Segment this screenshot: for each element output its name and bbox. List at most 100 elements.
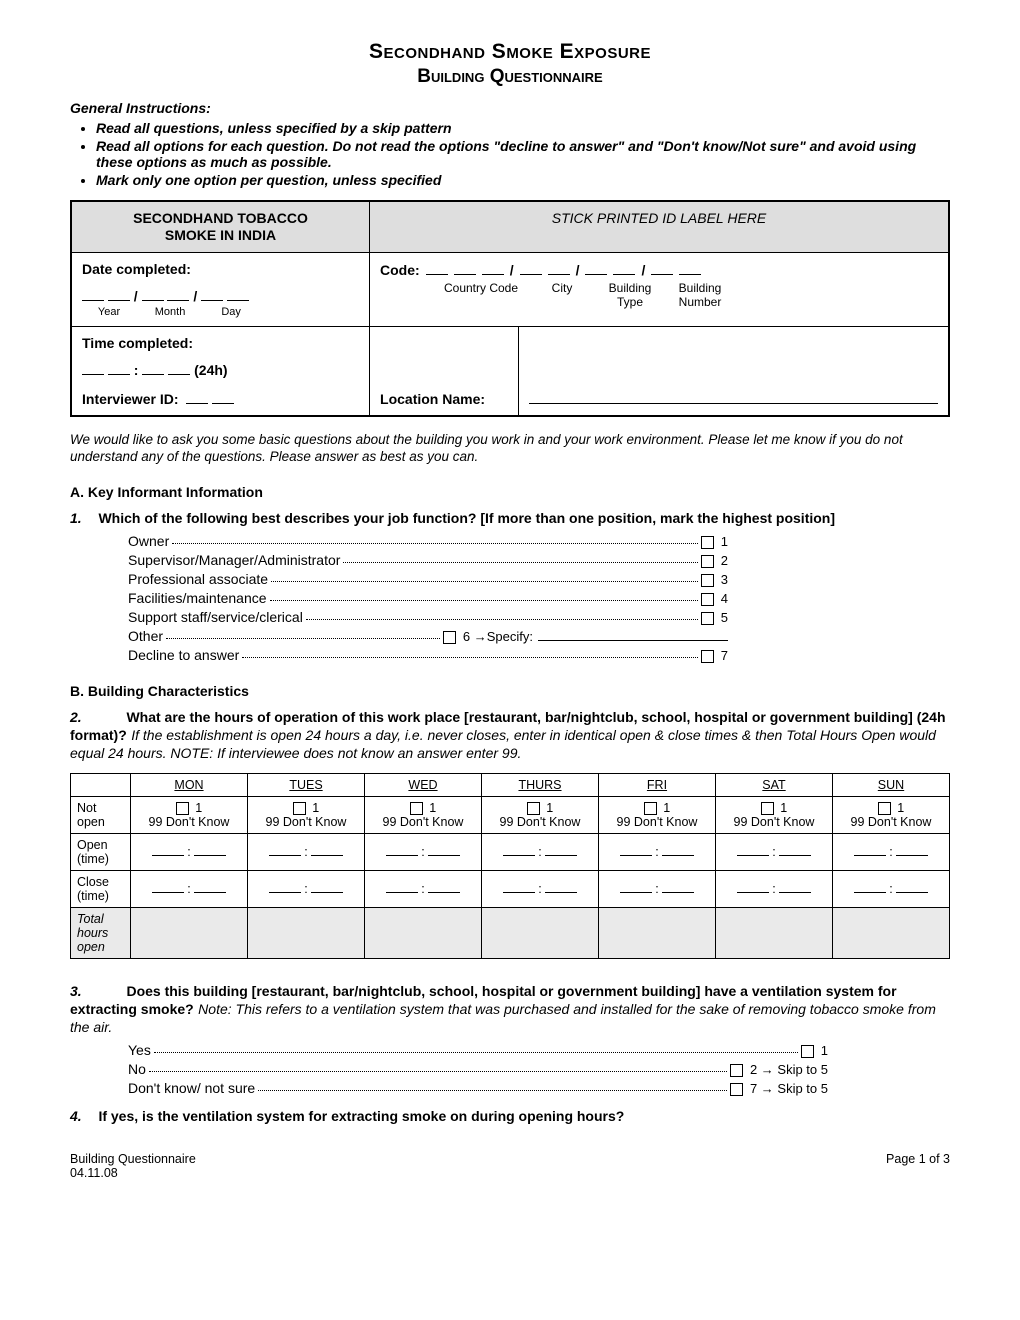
code-blank[interactable] bbox=[454, 261, 476, 275]
time-blank[interactable] bbox=[636, 882, 652, 893]
open-time-cell[interactable]: : bbox=[716, 833, 833, 870]
open-time-cell[interactable]: : bbox=[365, 833, 482, 870]
time-blank[interactable] bbox=[854, 845, 870, 856]
time-blank[interactable] bbox=[444, 845, 460, 856]
time-blank[interactable] bbox=[795, 882, 811, 893]
time-blank[interactable] bbox=[327, 845, 343, 856]
time-blank[interactable] bbox=[152, 845, 168, 856]
total-cell[interactable] bbox=[833, 907, 950, 958]
time-blank[interactable] bbox=[519, 882, 535, 893]
time-blank[interactable] bbox=[285, 845, 301, 856]
time-blank[interactable] bbox=[896, 882, 912, 893]
time-blank[interactable] bbox=[561, 882, 577, 893]
time-blank[interactable] bbox=[620, 882, 636, 893]
day-blank[interactable] bbox=[201, 287, 223, 301]
open-time-cell[interactable]: : bbox=[482, 833, 599, 870]
checkbox[interactable] bbox=[701, 612, 714, 625]
time-blank[interactable] bbox=[194, 882, 210, 893]
open-time-cell[interactable]: : bbox=[248, 833, 365, 870]
location-name-blank[interactable] bbox=[529, 390, 938, 404]
time-blank[interactable] bbox=[444, 882, 460, 893]
time-blank[interactable] bbox=[210, 882, 226, 893]
total-cell[interactable] bbox=[599, 907, 716, 958]
interviewer-blank[interactable] bbox=[186, 390, 208, 404]
time-blank[interactable] bbox=[503, 882, 519, 893]
time-blank[interactable] bbox=[108, 361, 130, 375]
time-blank[interactable] bbox=[870, 882, 886, 893]
code-blank[interactable] bbox=[482, 261, 504, 275]
time-blank[interactable] bbox=[168, 882, 184, 893]
time-blank[interactable] bbox=[386, 845, 402, 856]
code-blank[interactable] bbox=[679, 261, 701, 275]
code-blank[interactable] bbox=[548, 261, 570, 275]
close-time-cell[interactable]: : bbox=[131, 870, 248, 907]
month-blank[interactable] bbox=[167, 287, 189, 301]
interviewer-blank[interactable] bbox=[212, 390, 234, 404]
time-blank[interactable] bbox=[269, 845, 285, 856]
time-blank[interactable] bbox=[545, 845, 561, 856]
code-blank[interactable] bbox=[651, 261, 673, 275]
year-blank[interactable] bbox=[108, 287, 130, 301]
checkbox[interactable] bbox=[701, 593, 714, 606]
close-time-cell[interactable]: : bbox=[248, 870, 365, 907]
checkbox[interactable] bbox=[730, 1083, 743, 1096]
time-blank[interactable] bbox=[386, 882, 402, 893]
open-time-cell[interactable]: : bbox=[833, 833, 950, 870]
time-blank[interactable] bbox=[503, 845, 519, 856]
checkbox[interactable] bbox=[701, 555, 714, 568]
time-blank[interactable] bbox=[428, 882, 444, 893]
time-blank[interactable] bbox=[870, 845, 886, 856]
month-blank[interactable] bbox=[142, 287, 164, 301]
close-time-cell[interactable]: : bbox=[482, 870, 599, 907]
checkbox[interactable] bbox=[761, 802, 774, 815]
close-time-cell[interactable]: : bbox=[599, 870, 716, 907]
code-blank[interactable] bbox=[613, 261, 635, 275]
code-blank[interactable] bbox=[426, 261, 448, 275]
time-blank[interactable] bbox=[152, 882, 168, 893]
checkbox[interactable] bbox=[644, 802, 657, 815]
total-cell[interactable] bbox=[365, 907, 482, 958]
time-blank[interactable] bbox=[753, 845, 769, 856]
time-blank[interactable] bbox=[402, 882, 418, 893]
time-blank[interactable] bbox=[912, 882, 928, 893]
year-blank[interactable] bbox=[82, 287, 104, 301]
specify-blank[interactable] bbox=[538, 640, 728, 641]
total-cell[interactable] bbox=[248, 907, 365, 958]
time-blank[interactable] bbox=[82, 361, 104, 375]
time-blank[interactable] bbox=[662, 882, 678, 893]
close-time-cell[interactable]: : bbox=[365, 870, 482, 907]
code-blank[interactable] bbox=[520, 261, 542, 275]
time-blank[interactable] bbox=[210, 845, 226, 856]
open-time-cell[interactable]: : bbox=[131, 833, 248, 870]
checkbox[interactable] bbox=[878, 802, 891, 815]
time-blank[interactable] bbox=[678, 882, 694, 893]
time-blank[interactable] bbox=[561, 845, 577, 856]
time-blank[interactable] bbox=[737, 882, 753, 893]
time-blank[interactable] bbox=[168, 845, 184, 856]
time-blank[interactable] bbox=[912, 845, 928, 856]
time-blank[interactable] bbox=[545, 882, 561, 893]
time-blank[interactable] bbox=[779, 845, 795, 856]
checkbox[interactable] bbox=[176, 802, 189, 815]
total-cell[interactable] bbox=[482, 907, 599, 958]
time-blank[interactable] bbox=[636, 845, 652, 856]
checkbox[interactable] bbox=[701, 536, 714, 549]
time-blank[interactable] bbox=[327, 882, 343, 893]
checkbox[interactable] bbox=[701, 650, 714, 663]
time-blank[interactable] bbox=[753, 882, 769, 893]
time-blank[interactable] bbox=[428, 845, 444, 856]
day-blank[interactable] bbox=[227, 287, 249, 301]
total-cell[interactable] bbox=[131, 907, 248, 958]
checkbox[interactable] bbox=[293, 802, 306, 815]
checkbox[interactable] bbox=[443, 631, 456, 644]
time-blank[interactable] bbox=[311, 882, 327, 893]
time-blank[interactable] bbox=[678, 845, 694, 856]
time-blank[interactable] bbox=[896, 845, 912, 856]
time-blank[interactable] bbox=[779, 882, 795, 893]
code-blank[interactable] bbox=[585, 261, 607, 275]
checkbox[interactable] bbox=[410, 802, 423, 815]
time-blank[interactable] bbox=[168, 361, 190, 375]
open-time-cell[interactable]: : bbox=[599, 833, 716, 870]
checkbox[interactable] bbox=[801, 1045, 814, 1058]
close-time-cell[interactable]: : bbox=[833, 870, 950, 907]
